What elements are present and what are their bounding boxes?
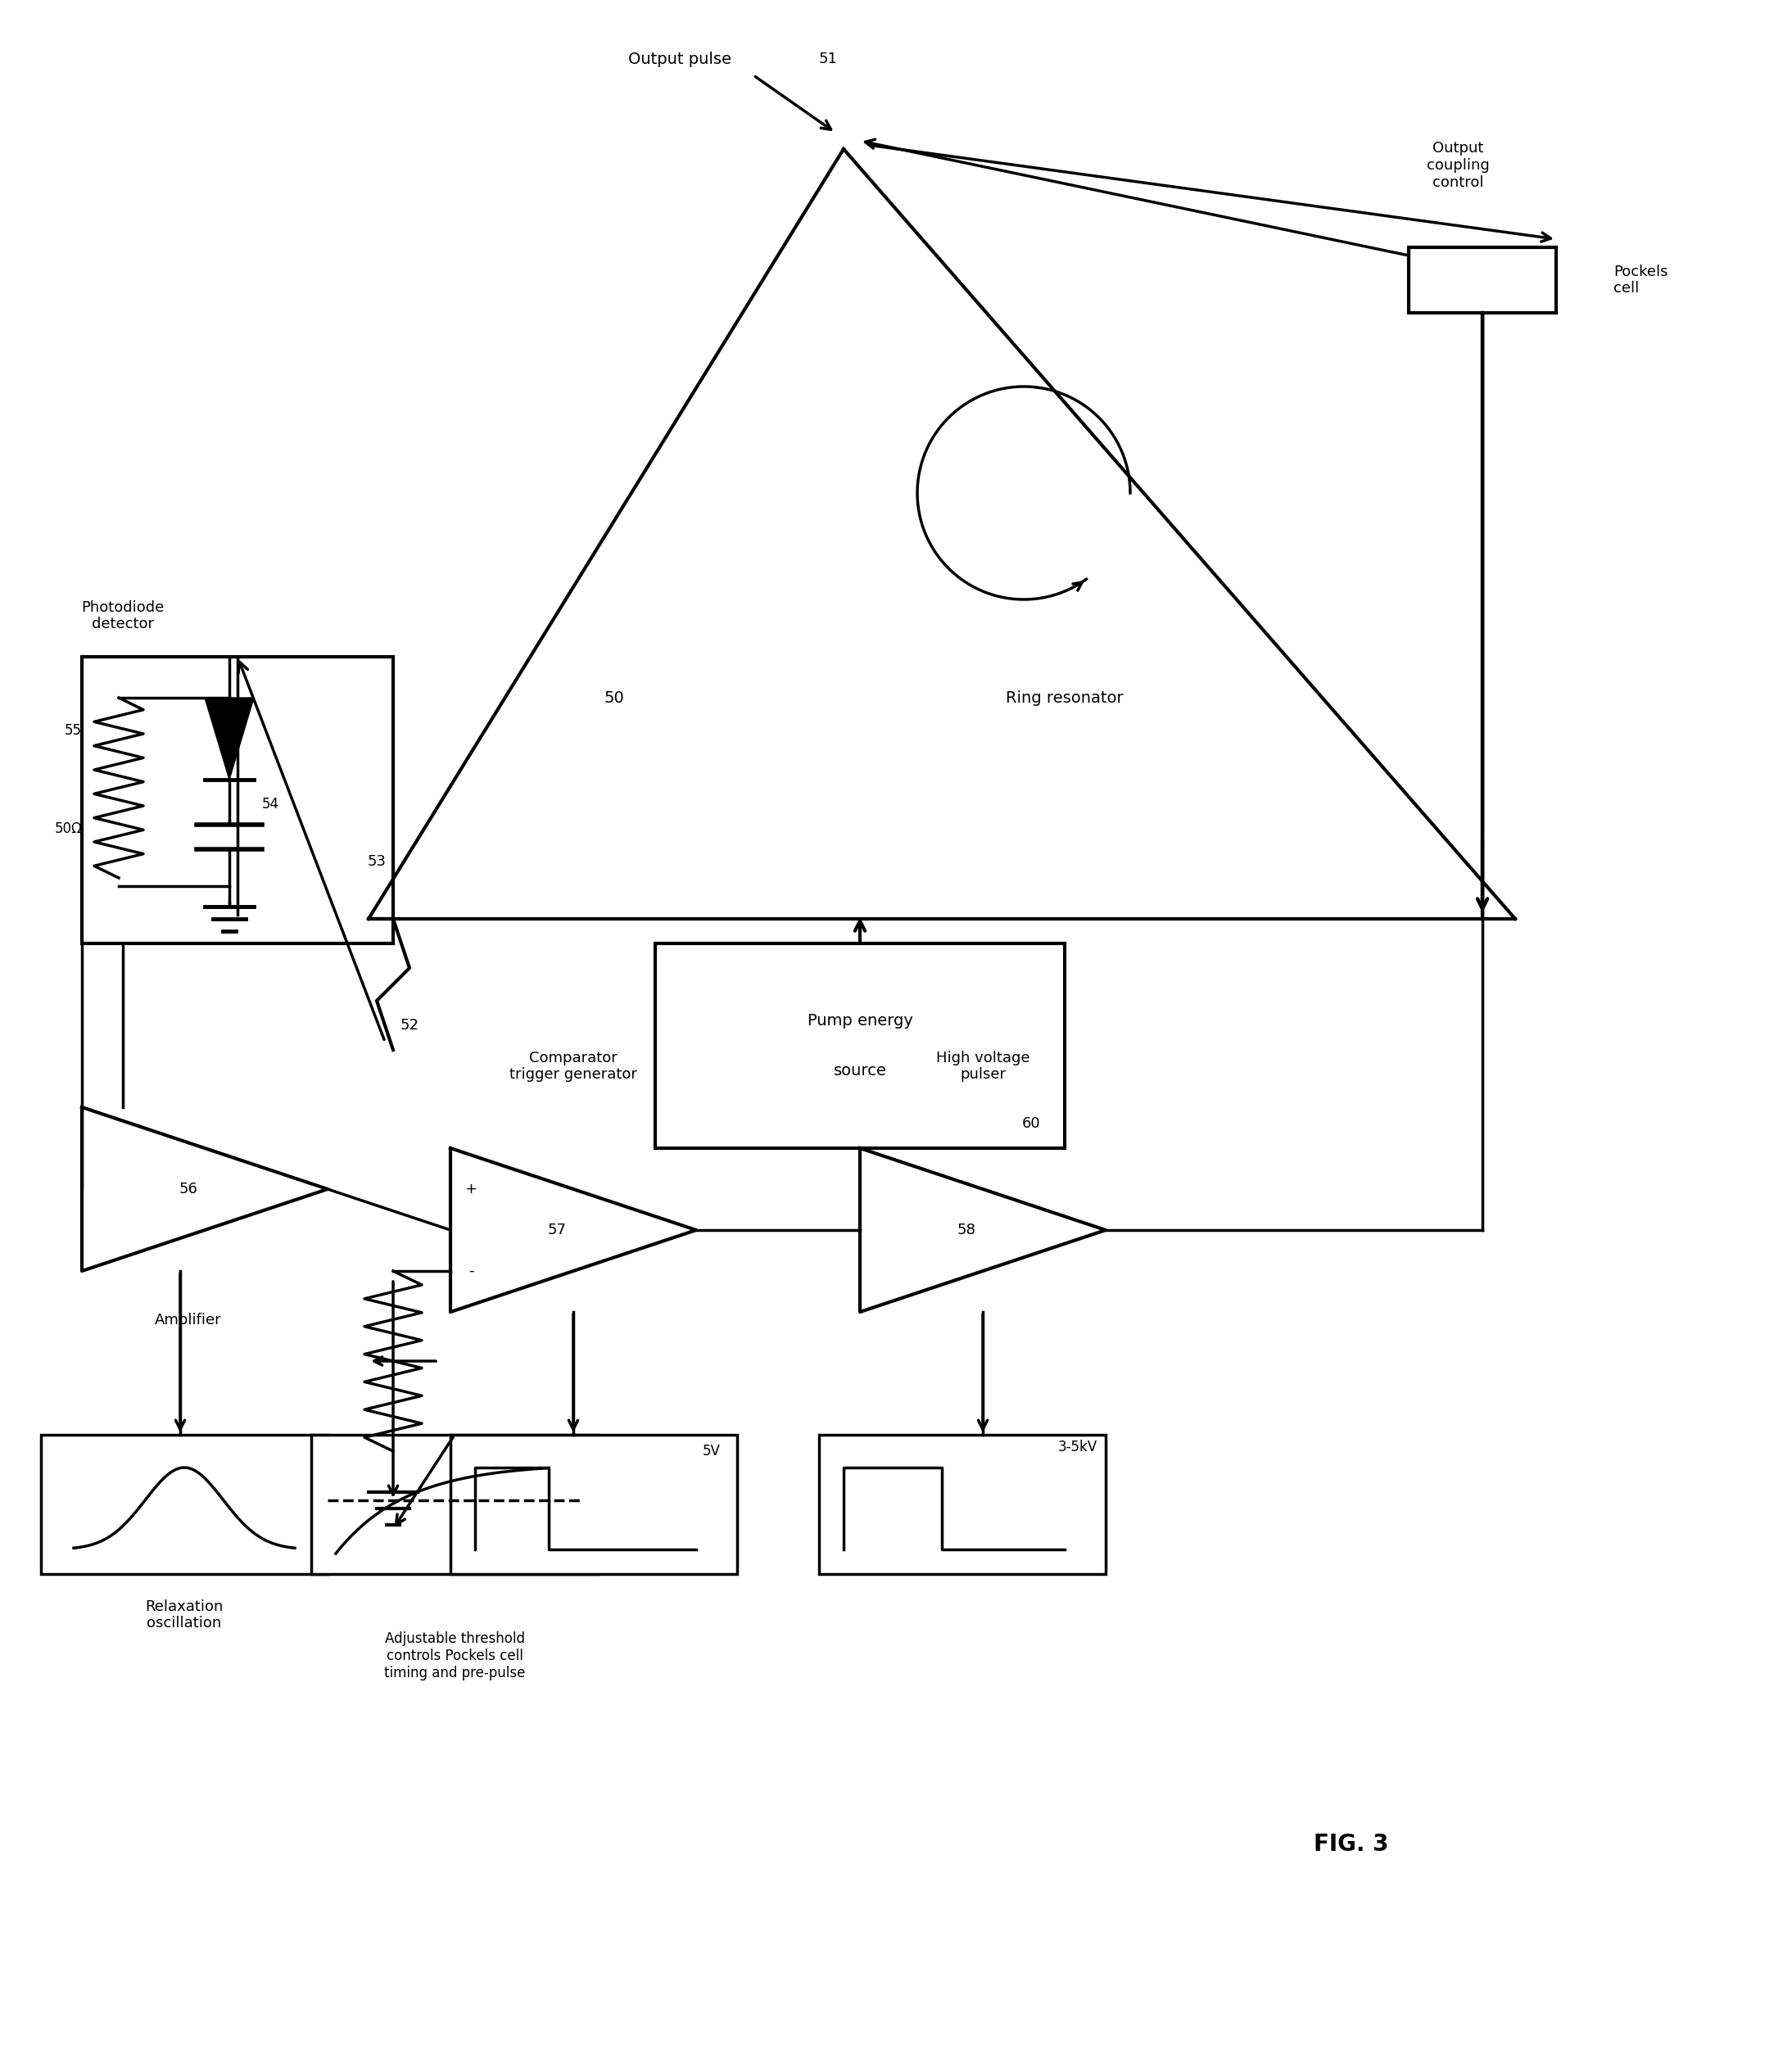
Text: Comparator
trigger generator: Comparator trigger generator	[509, 1051, 638, 1082]
Text: 50: 50	[604, 691, 624, 705]
Bar	[1409, 248, 1555, 313]
Text: 58: 58	[957, 1223, 977, 1238]
Polygon shape	[204, 699, 254, 779]
Bar	[41, 1434, 328, 1574]
Text: 3-5kV: 3-5kV	[1057, 1440, 1097, 1455]
Text: Pump energy: Pump energy	[806, 1014, 912, 1029]
Text: FIG. 3: FIG. 3	[1314, 1832, 1389, 1856]
Text: Amplifier: Amplifier	[154, 1313, 222, 1328]
Text: 54: 54	[262, 797, 280, 811]
Text: Ring resonator: Ring resonator	[1005, 691, 1124, 705]
Text: Adjustable threshold
controls Pockels cell
timing and pre-pulse: Adjustable threshold controls Pockels ce…	[383, 1631, 525, 1680]
Text: Output
coupling
control: Output coupling control	[1426, 141, 1489, 191]
Text: 56: 56	[179, 1182, 197, 1197]
Bar	[82, 658, 392, 943]
Text: +: +	[464, 1182, 477, 1197]
Text: 55: 55	[65, 723, 82, 738]
Text: Photodiode
detector: Photodiode detector	[81, 600, 165, 631]
Text: High voltage
pulser: High voltage pulser	[935, 1051, 1030, 1082]
Bar	[656, 943, 1064, 1147]
Text: 50Ω: 50Ω	[54, 822, 82, 836]
Text: 60: 60	[1021, 1117, 1039, 1131]
Bar	[819, 1434, 1106, 1574]
Text: Pockels
cell: Pockels cell	[1613, 264, 1668, 295]
Text: -: -	[468, 1264, 473, 1279]
Text: Relaxation
oscillation: Relaxation oscillation	[145, 1598, 224, 1631]
Text: 51: 51	[819, 51, 837, 66]
Text: source: source	[833, 1063, 887, 1078]
Text: 52: 52	[400, 1018, 419, 1033]
Text: 53: 53	[367, 854, 385, 869]
Text: Output pulse: Output pulse	[629, 51, 731, 68]
Text: 57: 57	[548, 1223, 566, 1238]
Bar	[312, 1434, 599, 1574]
Text: 5V: 5V	[702, 1445, 720, 1459]
Bar	[450, 1434, 737, 1574]
